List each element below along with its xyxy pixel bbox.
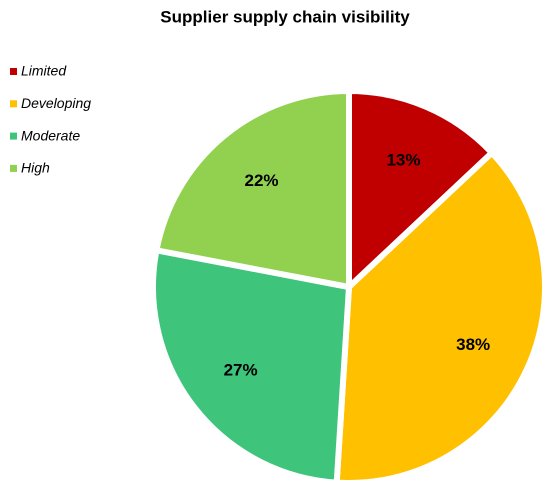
pie-slice xyxy=(152,87,352,291)
pie-slice xyxy=(150,246,353,486)
legend-label: Moderate xyxy=(21,127,80,143)
legend-swatch xyxy=(10,68,17,75)
data-label: 38% xyxy=(456,335,490,354)
legend-swatch xyxy=(10,132,17,140)
data-label: 22% xyxy=(245,171,279,190)
chart-title: Supplier supply chain visibility xyxy=(160,7,410,26)
pie-slice xyxy=(333,148,548,486)
pie-slice xyxy=(346,87,497,294)
legend-label: Limited xyxy=(21,63,67,79)
data-label: 27% xyxy=(224,361,258,380)
legend-label: High xyxy=(21,160,50,176)
legend-label: Developing xyxy=(21,95,91,111)
legend-swatch xyxy=(10,164,17,172)
data-label: 13% xyxy=(386,151,420,170)
legend-swatch xyxy=(10,100,17,108)
